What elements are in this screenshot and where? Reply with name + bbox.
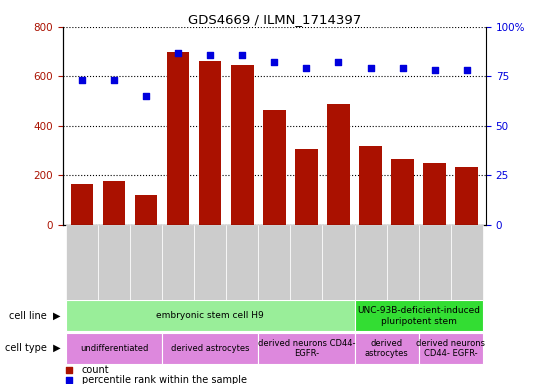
Point	[65, 366, 74, 372]
Bar	[263, 110, 286, 225]
Bar	[199, 61, 222, 225]
Point	[398, 65, 407, 71]
Bar	[135, 195, 157, 225]
Text: embryonic stem cell H9: embryonic stem cell H9	[156, 311, 264, 320]
Text: derived neurons
CD44- EGFR-: derived neurons CD44- EGFR-	[416, 339, 485, 358]
Bar	[194, 225, 226, 300]
Bar	[424, 163, 446, 225]
Bar	[354, 301, 483, 331]
Bar	[419, 225, 450, 300]
Point	[334, 60, 343, 66]
Text: derived neurons CD44-
EGFR-: derived neurons CD44- EGFR-	[258, 339, 355, 358]
Point	[270, 60, 278, 66]
Bar	[162, 333, 258, 364]
Point	[206, 51, 215, 58]
Title: GDS4669 / ILMN_1714397: GDS4669 / ILMN_1714397	[188, 13, 361, 26]
Bar	[66, 301, 354, 331]
Bar	[71, 184, 93, 225]
Bar	[66, 333, 162, 364]
Text: derived astrocytes: derived astrocytes	[171, 344, 250, 353]
Point	[238, 51, 247, 58]
Text: percentile rank within the sample: percentile rank within the sample	[82, 375, 247, 384]
Text: cell line  ▶: cell line ▶	[9, 311, 61, 321]
Bar	[323, 225, 354, 300]
Point	[65, 377, 74, 383]
Point	[430, 67, 439, 73]
Bar	[359, 146, 382, 225]
Point	[110, 77, 118, 83]
Text: cell type  ▶: cell type ▶	[5, 343, 61, 354]
Bar	[327, 104, 349, 225]
Point	[174, 50, 182, 56]
Bar	[103, 180, 125, 225]
Bar	[98, 225, 130, 300]
Bar	[419, 333, 483, 364]
Bar	[450, 225, 483, 300]
Bar	[162, 225, 194, 300]
Bar	[231, 65, 253, 225]
Text: undifferentiated: undifferentiated	[80, 344, 149, 353]
Bar	[226, 225, 258, 300]
Bar	[130, 225, 162, 300]
Bar	[391, 159, 414, 225]
Point	[366, 65, 375, 71]
Text: count: count	[82, 364, 109, 375]
Bar	[354, 333, 419, 364]
Point	[142, 93, 151, 99]
Point	[462, 67, 471, 73]
Bar	[354, 225, 387, 300]
Bar	[167, 51, 189, 225]
Point	[78, 77, 86, 83]
Bar	[387, 225, 419, 300]
Bar	[258, 333, 354, 364]
Text: UNC-93B-deficient-induced
pluripotent stem: UNC-93B-deficient-induced pluripotent st…	[357, 306, 480, 326]
Bar	[295, 149, 318, 225]
Bar	[455, 167, 478, 225]
Bar	[258, 225, 290, 300]
Bar	[290, 225, 323, 300]
Bar	[66, 225, 98, 300]
Point	[302, 65, 311, 71]
Text: derived
astrocytes: derived astrocytes	[365, 339, 408, 358]
